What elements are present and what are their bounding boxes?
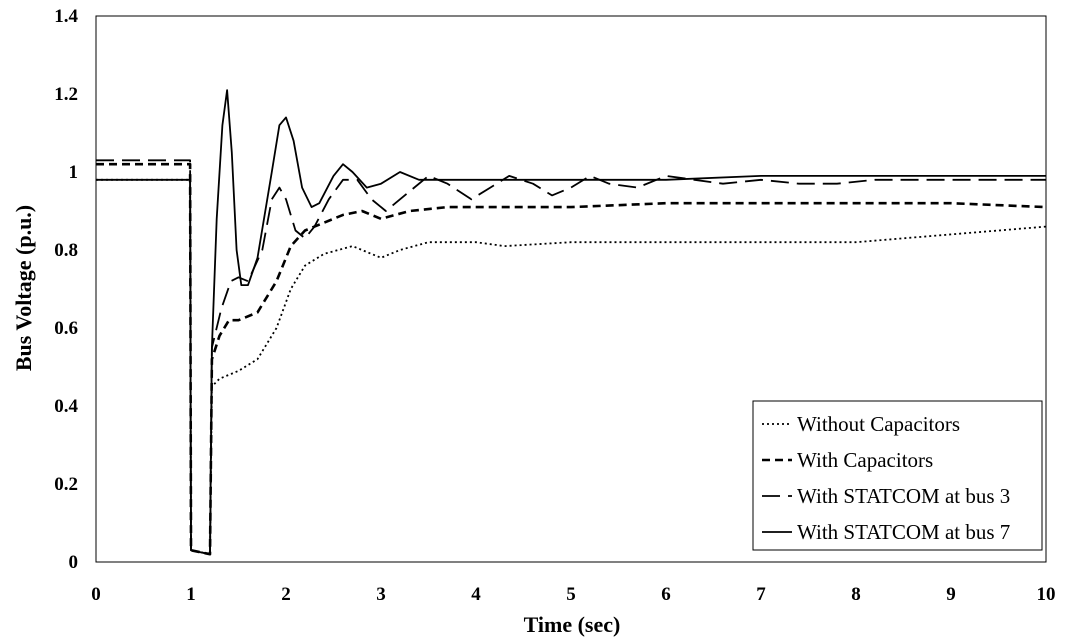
x-tick-label: 5 — [566, 584, 576, 605]
x-tick-label: 0 — [91, 584, 101, 605]
legend: Without Capacitors With Capacitors With ST… — [752, 400, 1043, 551]
series-layer — [96, 89, 1047, 556]
x-tick-label: 1 — [186, 584, 196, 605]
x-axis-title: Time (sec) — [524, 612, 621, 637]
x-axis-ticks: 0 1 2 3 4 5 6 7 8 9 10 — [91, 584, 1055, 605]
plot-area — [95, 15, 1047, 563]
x-tick-label: 10 — [1037, 584, 1056, 605]
y-tick-label: 0 — [69, 552, 79, 573]
x-tick-label: 4 — [471, 584, 481, 605]
x-tick-label: 3 — [376, 584, 386, 605]
y-tick-label: 0.4 — [54, 396, 78, 417]
y-tick-label: 0.2 — [54, 474, 78, 495]
y-tick-label: 1 — [69, 162, 79, 183]
x-tick-label: 6 — [661, 584, 671, 605]
x-tick-label: 9 — [946, 584, 956, 605]
y-tick-label: 1.4 — [54, 6, 78, 27]
x-tick-label: 2 — [281, 584, 291, 605]
x-tick-label: 7 — [756, 584, 766, 605]
y-tick-label: 0.6 — [54, 318, 78, 339]
x-tick-label: 8 — [851, 584, 861, 605]
legend-box — [752, 400, 1043, 551]
legend-items: Without Capacitors With Capacitors With ST… — [762, 412, 1010, 544]
legend-label-4: With STATCOM at bus 7 — [797, 520, 1010, 544]
legend-label-1: Without Capacitors — [797, 412, 960, 436]
legend-label-3: With STATCOM at bus 3 — [797, 484, 1010, 508]
y-axis-ticks: 0 0.2 0.4 0.6 0.8 1 1.2 1.4 — [54, 6, 78, 573]
legend-label-2: With Capacitors — [797, 448, 933, 472]
y-tick-label: 0.8 — [54, 240, 78, 261]
y-tick-label: 1.2 — [54, 84, 78, 105]
y-axis-title: Bus Voltage (p.u.) — [11, 205, 36, 371]
series-line-4 — [96, 89, 1046, 556]
